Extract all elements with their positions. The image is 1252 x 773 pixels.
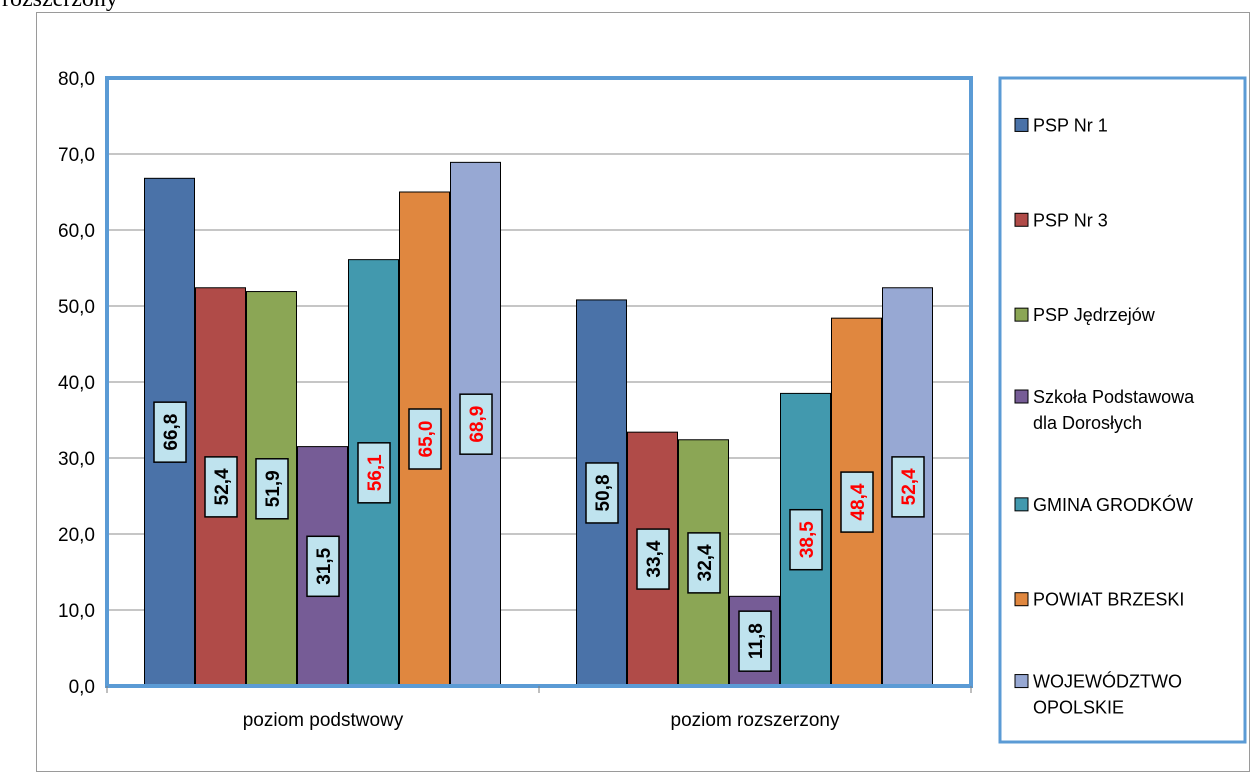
legend-label: PSP Jędrzejów — [1033, 305, 1156, 325]
data-label-text: 51,9 — [263, 470, 284, 507]
legend-item: WOJEWÓDZTWO OPOLSKIE — [1014, 671, 1182, 718]
legend: PSP Nr 1 PSP Nr 3 PSP Jędrzejów Szkoła Pods… — [1014, 115, 1195, 718]
data-label: 33,4 — [636, 528, 670, 590]
data-label-box — [840, 471, 874, 533]
y-tick-label: 20,0 — [58, 525, 95, 546]
data-label-text: 31,5 — [314, 547, 335, 584]
data-label-text: 52,4 — [899, 468, 920, 505]
data-labels: 66,8 52,4 51,9 31,5 56,1 65,0 68,9 50,8 33,4 32,4… — [153, 393, 925, 672]
y-tick-label: 30,0 — [58, 449, 95, 470]
data-label-text: 66,8 — [161, 414, 182, 451]
legend-label: Szkoła Podstawowa — [1033, 387, 1195, 407]
data-label-box — [789, 508, 823, 571]
legend-item: POWIAT BRZESKI — [1014, 590, 1184, 610]
legend-item: PSP Nr 3 — [1014, 210, 1108, 230]
chart-frame — [36, 12, 1250, 772]
legend-swatch — [1014, 592, 1029, 607]
data-label: 66,8 — [153, 401, 187, 463]
data-label: 38,5 — [789, 508, 823, 571]
legend-label: POWIAT BRZESKI — [1033, 590, 1184, 610]
data-label-text: 50,8 — [593, 474, 614, 511]
data-label-box — [459, 393, 493, 455]
legend-swatch — [1014, 212, 1029, 227]
legend-item: GMINA GRODKÓW — [1014, 494, 1193, 515]
data-label-text: 65,0 — [416, 421, 437, 458]
data-label-box — [357, 442, 391, 504]
data-label-box — [636, 528, 670, 590]
legend-item: PSP Jędrzejów — [1014, 305, 1156, 325]
data-label-box — [255, 458, 289, 520]
legend-swatch — [1014, 497, 1029, 512]
legend-swatch — [1014, 307, 1029, 322]
data-label: 48,4 — [840, 471, 874, 533]
legend-label: WOJEWÓDZTWO — [1033, 671, 1182, 692]
y-axis: 0,0 10,0 20,0 30,0 40,0 50,0 60,0 70,0 80,0 — [58, 69, 95, 698]
data-label-text: 68,9 — [467, 406, 488, 443]
data-label: 51,9 — [255, 458, 289, 520]
data-label-text: 11,8 — [746, 623, 767, 659]
data-label-text: 48,4 — [848, 483, 869, 520]
y-tick-label: 40,0 — [58, 373, 95, 394]
legend-item: PSP Nr 1 — [1014, 115, 1108, 135]
legend-swatch — [1014, 117, 1029, 132]
x-category-label: poziom rozszerzony — [671, 710, 840, 731]
y-tick-label: 70,0 — [58, 145, 95, 166]
data-label-text: 32,4 — [695, 544, 716, 581]
legend-label: PSP Nr 3 — [1033, 210, 1108, 230]
legend-item: Szkoła Podstawowa dla Dorosłych — [1014, 387, 1195, 433]
legend-swatch — [1014, 674, 1029, 689]
x-axis: poziom podstwowy poziom rozszerzony — [106, 686, 972, 731]
legend-swatch — [1014, 389, 1029, 404]
data-label: 52,4 — [891, 456, 925, 518]
y-tick-label: 0,0 — [69, 677, 95, 698]
data-label-box — [891, 456, 925, 518]
data-label: 32,4 — [687, 532, 721, 594]
data-label-text: 38,5 — [797, 521, 818, 558]
data-label: 68,9 — [459, 393, 493, 455]
data-label: 65,0 — [408, 408, 442, 470]
bars — [144, 161, 933, 687]
legend-label: GMINA GRODKÓW — [1033, 494, 1193, 515]
legend-label: PSP Nr 1 — [1033, 115, 1108, 135]
data-label: 31,5 — [306, 535, 340, 598]
data-label: 11,8 — [738, 610, 772, 672]
data-label-box — [687, 532, 721, 594]
y-tick-label: 10,0 — [58, 601, 95, 622]
data-label-box — [153, 401, 187, 463]
data-label: 56,1 — [357, 442, 391, 504]
x-category-label: poziom podstwowy — [243, 710, 404, 731]
data-label-box — [585, 462, 619, 524]
data-label-box — [306, 535, 340, 598]
data-label-box — [738, 610, 772, 672]
legend-border — [998, 76, 1247, 744]
legend-label: dla Dorosłych — [1033, 413, 1142, 433]
y-tick-label: 80,0 — [58, 69, 95, 90]
data-label: 52,4 — [204, 456, 238, 518]
y-tick-label: 60,0 — [58, 221, 95, 242]
data-label-text: 33,4 — [644, 540, 665, 577]
data-label-box — [204, 456, 238, 518]
data-label-box — [408, 408, 442, 470]
data-label-text: 56,1 — [365, 454, 386, 491]
top-caption: rozszerzony — [2, 0, 118, 13]
data-label: 50,8 — [585, 462, 619, 524]
data-label-text: 52,4 — [212, 468, 233, 505]
legend-label: OPOLSKIE — [1033, 698, 1124, 718]
y-tick-label: 50,0 — [58, 297, 95, 318]
